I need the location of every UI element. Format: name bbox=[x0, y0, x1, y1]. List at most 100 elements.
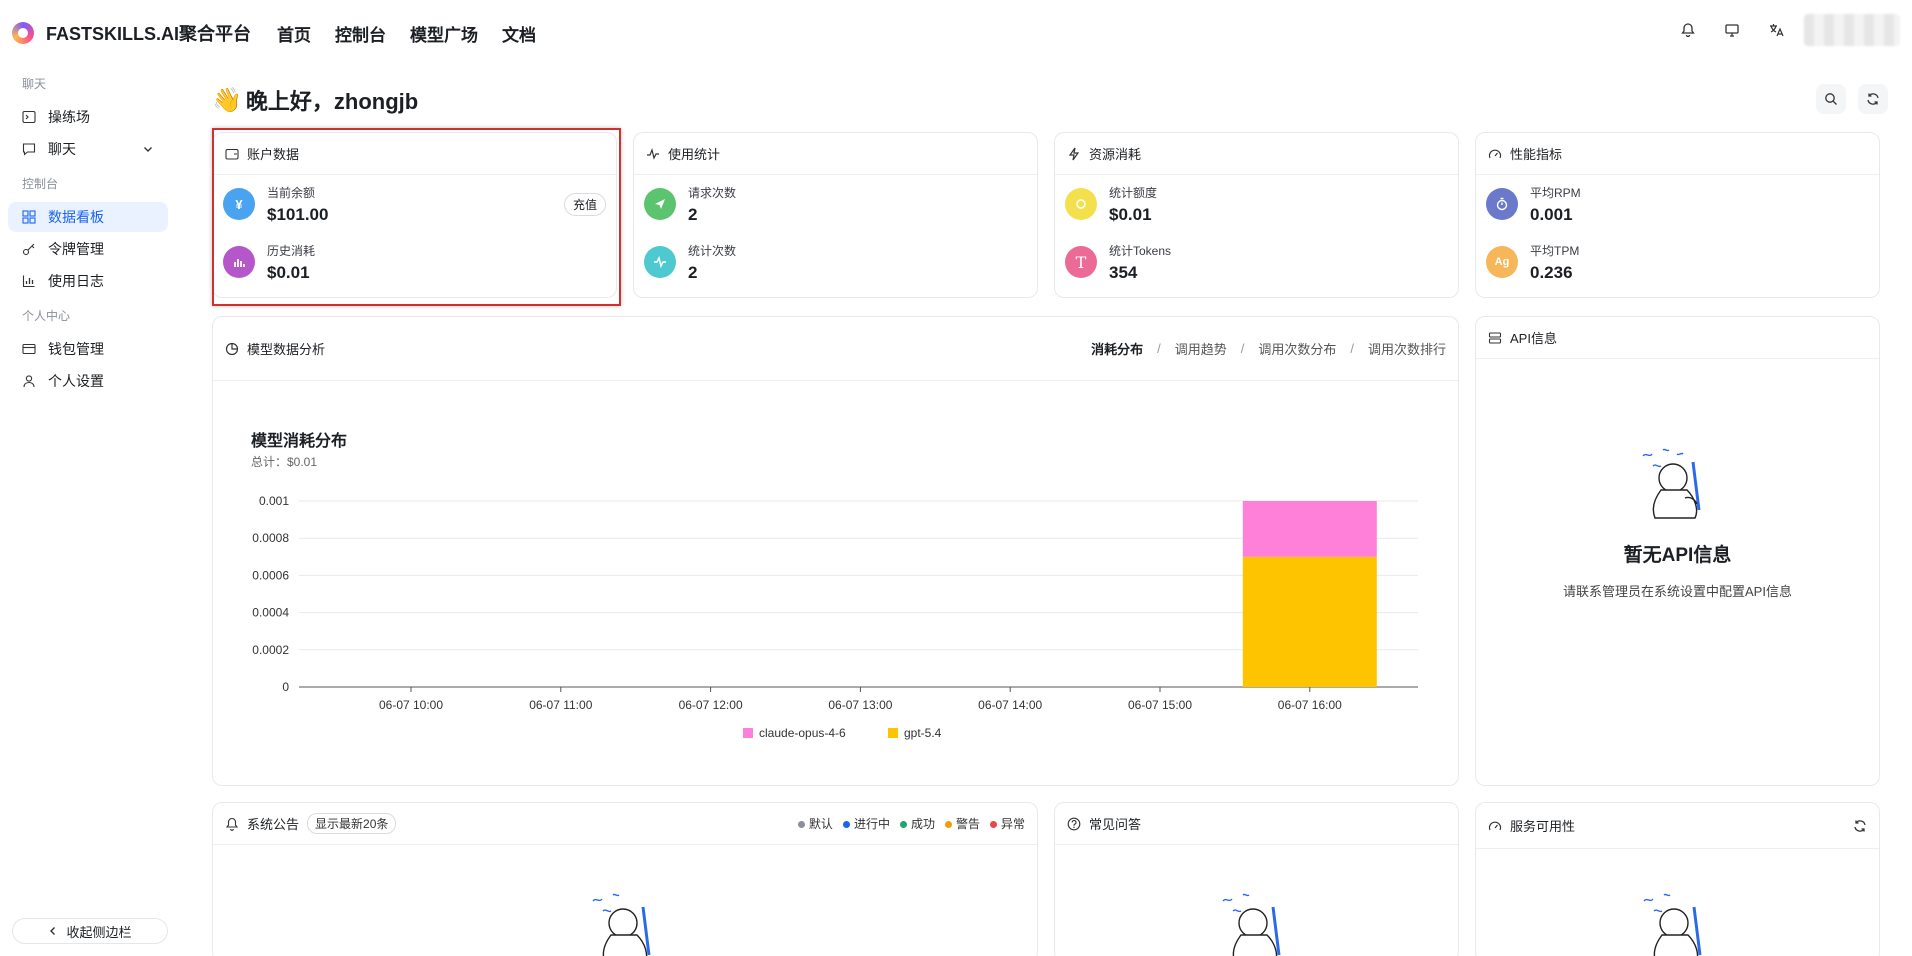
nav-home[interactable]: 首页 bbox=[277, 25, 312, 45]
y-tick-label: 0.0006 bbox=[252, 568, 289, 582]
sidebar-item-label: 使用日志 bbox=[48, 273, 104, 289]
tokens-label: 统计Tokens bbox=[1109, 243, 1172, 258]
stopwatch-icon bbox=[1486, 188, 1518, 220]
text-icon: T bbox=[1065, 246, 1097, 278]
empty-illustration-icon bbox=[1222, 893, 1281, 956]
model-analysis-card: 模型数据分析 消耗分布 / 调用趋势 / 调用次数分布 / 调用次数排行 模型消… bbox=[212, 316, 1459, 786]
search-button[interactable] bbox=[1816, 84, 1846, 114]
sidebar-item-chat[interactable]: 聊天 bbox=[8, 134, 168, 164]
x-tick-label: 06-07 10:00 bbox=[379, 698, 443, 712]
nav-console[interactable]: 控制台 bbox=[335, 25, 387, 45]
service-card: 服务可用性 bbox=[1475, 802, 1880, 956]
usage-card: 使用统计 请求次数 2 统计次数 2 bbox=[633, 132, 1038, 298]
balance-value: $101.00 bbox=[267, 204, 329, 224]
account-card: 账户数据 ¥ 当前余额 $101.00 充值 历史消耗 $0.01 bbox=[212, 132, 617, 298]
requests-label: 请求次数 bbox=[688, 185, 737, 200]
sidebar-item-playground[interactable]: 操练场 bbox=[8, 102, 168, 132]
bar-chart-icon bbox=[223, 246, 255, 278]
empty-illustration-icon bbox=[1643, 893, 1702, 956]
brand[interactable]: FASTSKILLS.AI聚合平台 bbox=[12, 20, 251, 46]
translate-icon[interactable] bbox=[1760, 14, 1792, 46]
api-empty-title: 暂无API信息 bbox=[1623, 545, 1732, 566]
requests-value: 2 bbox=[688, 204, 698, 224]
quota-label: 统计额度 bbox=[1109, 185, 1158, 200]
tokens-value: 354 bbox=[1109, 262, 1138, 282]
nav-model-plaza[interactable]: 模型广场 bbox=[410, 25, 479, 45]
sidebar-item-wallet[interactable]: 钱包管理 bbox=[8, 334, 168, 364]
server-icon bbox=[1488, 331, 1502, 344]
tab-call-ranking[interactable]: 调用次数排行 bbox=[1367, 342, 1446, 357]
tpm-value: 0.236 bbox=[1530, 262, 1573, 282]
tab-cost-distribution[interactable]: 消耗分布 bbox=[1091, 342, 1144, 357]
lightning-icon bbox=[1068, 147, 1080, 160]
bar-claude-opus-4-6 bbox=[1242, 501, 1377, 557]
top-bar: FASTSKILLS.AI聚合平台 首页 控制台 模型广场 文档 bbox=[0, 0, 1912, 66]
y-tick-label: 0 bbox=[282, 680, 289, 694]
y-tick-label: 0.0004 bbox=[252, 606, 289, 620]
x-tick-label: 06-07 13:00 bbox=[828, 698, 892, 712]
legend-success: 成功 bbox=[899, 815, 935, 832]
monitor-icon[interactable] bbox=[1716, 14, 1748, 46]
x-tick-label: 06-07 15:00 bbox=[1128, 698, 1192, 712]
tab-call-trend[interactable]: 调用趋势 bbox=[1174, 342, 1227, 357]
legend-label: gpt-5.4 bbox=[904, 726, 942, 740]
collapse-sidebar-button[interactable]: 收起侧边栏 bbox=[12, 918, 168, 944]
legend-error: 异常 bbox=[989, 815, 1025, 832]
top-nav: 首页 控制台 模型广场 文档 bbox=[265, 21, 548, 46]
balance-row: ¥ 当前余额 $101.00 充值 bbox=[213, 175, 616, 233]
chart-subtitle: 总计：$0.01 bbox=[251, 455, 318, 469]
resource-card: 资源消耗 统计额度 $0.01 T 统计Tokens 354 bbox=[1054, 132, 1459, 298]
key-icon bbox=[22, 243, 35, 256]
resource-card-title: 资源消耗 bbox=[1089, 147, 1142, 162]
tab-call-distribution[interactable]: 调用次数分布 bbox=[1258, 342, 1337, 357]
sidebar: 聊天 操练场 聊天 控制台 数据看板 令牌管理 使用日志 个人中心 钱包管理 个… bbox=[0, 66, 176, 956]
sidebar-item-label: 个人设置 bbox=[48, 373, 104, 389]
coin-icon: ¥ bbox=[223, 188, 255, 220]
service-title: 服务可用性 bbox=[1510, 819, 1576, 834]
dashboard-icon bbox=[22, 210, 36, 224]
search-icon bbox=[1825, 93, 1837, 105]
pulse-icon bbox=[644, 246, 676, 278]
status-legend: 默认 进行中 成功 警告 异常 bbox=[797, 815, 1025, 832]
chevron-left-icon bbox=[50, 927, 56, 935]
refresh-icon bbox=[1867, 93, 1879, 105]
refresh-icon[interactable] bbox=[1853, 819, 1867, 833]
stat-count-label: 统计次数 bbox=[688, 243, 737, 258]
bell-icon[interactable] bbox=[1672, 14, 1704, 46]
nav-docs[interactable]: 文档 bbox=[502, 25, 537, 45]
question-icon bbox=[1067, 817, 1081, 830]
legend-default: 默认 bbox=[797, 815, 833, 832]
sidebar-item-tokens[interactable]: 令牌管理 bbox=[8, 234, 168, 264]
refresh-button[interactable] bbox=[1858, 84, 1888, 114]
api-empty-desc: 请联系管理员在系统设置中配置API信息 bbox=[1563, 584, 1792, 599]
sidebar-group-personal: 个人中心 bbox=[22, 308, 71, 323]
x-tick-label: 06-07 12:00 bbox=[679, 698, 743, 712]
performance-card-title: 性能指标 bbox=[1510, 147, 1563, 162]
x-tick-label: 06-07 14:00 bbox=[978, 698, 1042, 712]
account-card-title: 账户数据 bbox=[247, 147, 300, 162]
sidebar-item-logs[interactable]: 使用日志 bbox=[8, 266, 168, 296]
legend-swatch bbox=[743, 728, 753, 738]
chevron-down-icon[interactable] bbox=[142, 143, 154, 155]
recharge-button[interactable]: 充值 bbox=[563, 192, 606, 216]
silver-icon: Ag bbox=[1486, 246, 1518, 278]
tpm-label: 平均TPM bbox=[1530, 243, 1580, 258]
history-label: 历史消耗 bbox=[267, 243, 316, 258]
greeting: 👋 晚上好，zhongjb bbox=[212, 84, 418, 116]
y-tick-label: 0.0008 bbox=[252, 531, 289, 545]
api-info-card: API信息 暂无API信息 请联系管理员在系统设置中配置API信息 bbox=[1475, 316, 1880, 786]
activity-icon bbox=[647, 147, 659, 160]
send-icon bbox=[644, 188, 676, 220]
empty-illustration-icon bbox=[592, 893, 651, 956]
greeting-text: 晚上好，zhongjb bbox=[245, 89, 419, 114]
wallet-icon bbox=[22, 343, 36, 355]
stat-count-value: 2 bbox=[688, 262, 698, 282]
cost-distribution-chart: 0 0.0002 0.0004 0.0006 0.0008 0.001 06-07 10:0… bbox=[252, 494, 1418, 740]
user-icon bbox=[23, 375, 35, 388]
latest-20-tag: 显示最新20条 bbox=[307, 813, 397, 834]
api-info-title: API信息 bbox=[1510, 331, 1557, 346]
sidebar-item-dashboard[interactable]: 数据看板 bbox=[8, 202, 168, 232]
avatar[interactable] bbox=[1804, 14, 1900, 46]
sidebar-item-settings[interactable]: 个人设置 bbox=[8, 366, 168, 396]
y-tick-label: 0.0002 bbox=[252, 643, 289, 657]
